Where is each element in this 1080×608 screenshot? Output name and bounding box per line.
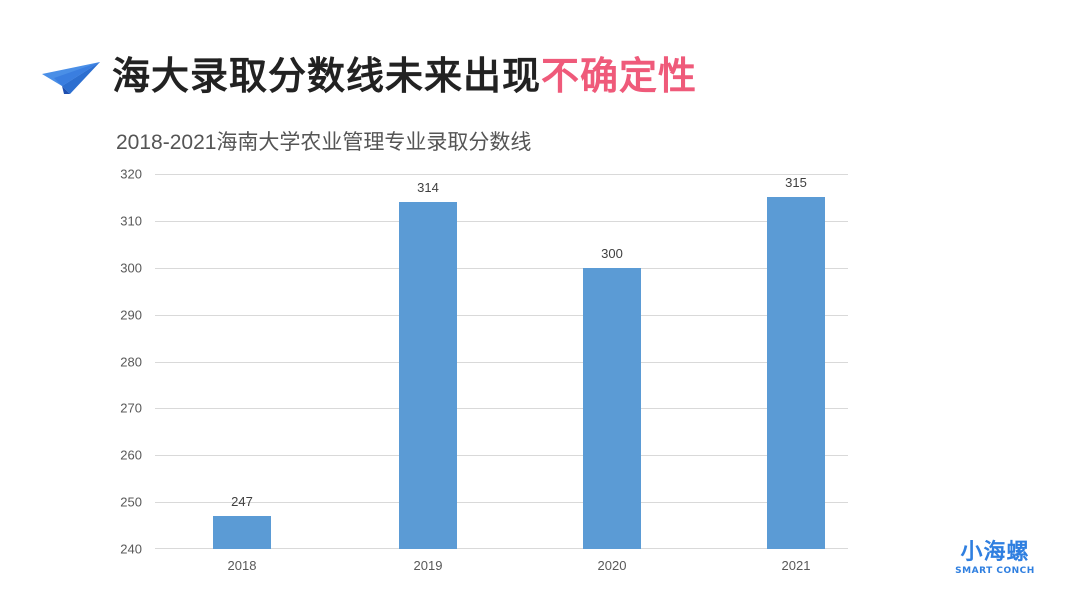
slide-heading: 海大录取分数线未来出现 不确定性 bbox=[40, 46, 697, 106]
y-tick: 280 bbox=[120, 354, 142, 370]
logo-sub-text: SMART CONCH bbox=[955, 566, 1035, 576]
gridline bbox=[155, 174, 848, 175]
y-tick: 250 bbox=[120, 494, 142, 510]
chart-title: 2018-2021海南大学农业管理专业录取分数线 bbox=[116, 131, 532, 154]
bar-data-label: 314 bbox=[417, 180, 439, 196]
smart-conch-logo: 小海螺 SMART CONCH bbox=[950, 540, 1040, 590]
bar-2021 bbox=[767, 197, 825, 549]
bar-2020 bbox=[583, 267, 641, 549]
gridline bbox=[155, 268, 848, 269]
y-tick: 310 bbox=[120, 213, 142, 229]
heading-text: 海大录取分数线未来出现 bbox=[112, 54, 542, 98]
gridline bbox=[155, 362, 848, 363]
y-tick: 320 bbox=[120, 166, 142, 182]
plot-area: 247 314 300 315 2018 2019 2020 2021 bbox=[155, 174, 848, 573]
bar-data-label: 247 bbox=[231, 494, 253, 510]
x-tick: 2021 bbox=[781, 558, 811, 573]
paper-plane-icon bbox=[42, 62, 100, 94]
y-axis: 320 310 300 290 280 270 260 250 240 bbox=[0, 167, 150, 557]
y-tick: 290 bbox=[120, 307, 142, 323]
bar-2019 bbox=[399, 202, 457, 549]
bar-data-label: 300 bbox=[601, 245, 623, 261]
gridline bbox=[155, 408, 848, 409]
y-tick: 260 bbox=[120, 447, 142, 463]
x-tick: 2018 bbox=[227, 558, 257, 573]
heading-accent-text: 不确定性 bbox=[541, 54, 698, 98]
gridline bbox=[155, 221, 848, 222]
logo-main-text: 小海螺 bbox=[960, 540, 1030, 565]
x-axis-line bbox=[155, 548, 848, 549]
gridline bbox=[155, 455, 848, 456]
x-tick: 2019 bbox=[413, 558, 443, 573]
y-tick: 270 bbox=[120, 400, 142, 416]
y-tick: 300 bbox=[120, 260, 142, 276]
bar-data-label: 315 bbox=[785, 175, 807, 191]
bar-2018 bbox=[213, 516, 271, 549]
x-tick: 2020 bbox=[597, 558, 627, 573]
y-tick: 240 bbox=[120, 541, 142, 557]
gridline bbox=[155, 502, 848, 503]
gridline bbox=[155, 315, 848, 316]
